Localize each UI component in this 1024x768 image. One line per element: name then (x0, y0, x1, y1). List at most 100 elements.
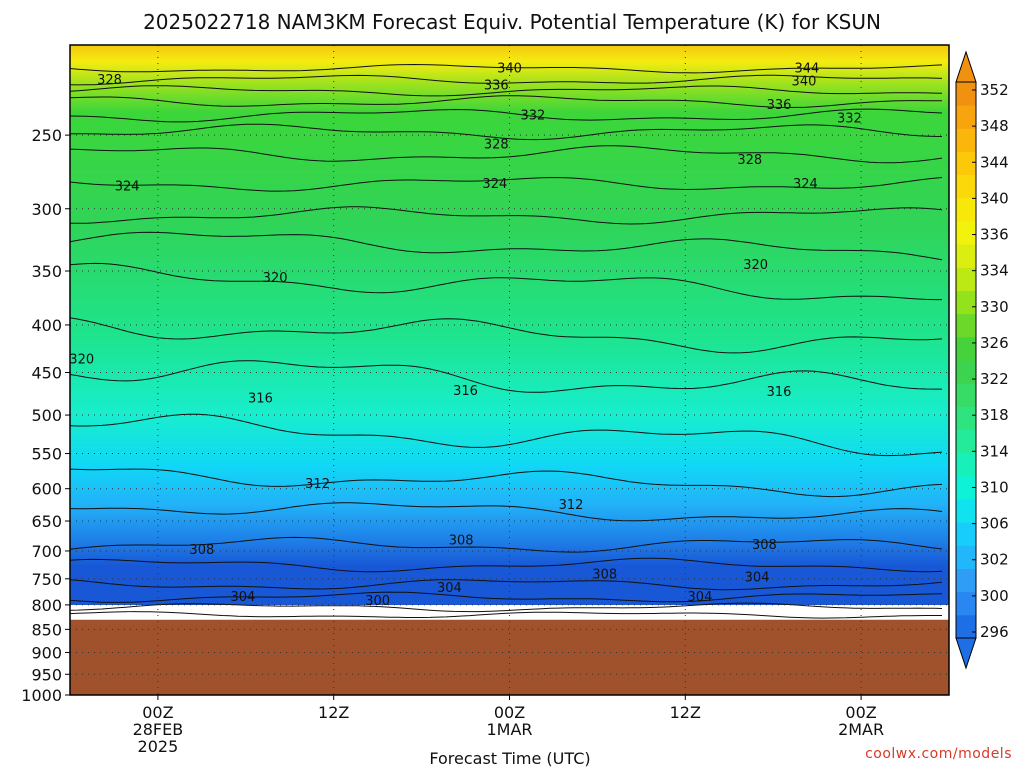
colorbar-label: 310 (980, 478, 1009, 496)
colorbar-segment (956, 452, 976, 477)
colorbar-segment (956, 614, 976, 639)
contour-label: 308 (592, 567, 617, 582)
colorbar: 352 348 344 340 336 334 330 326 322 318 314 310 306 3… (955, 50, 1009, 670)
y-tick-label: 700 (31, 542, 62, 561)
contour-line (70, 317, 943, 354)
contour-label: 340 (792, 75, 817, 90)
contour-label: 332 (521, 108, 546, 123)
contour-line (70, 145, 943, 164)
colorbar-segment (956, 290, 976, 315)
grid-lines (70, 45, 949, 695)
contour-label: 304 (688, 590, 713, 605)
colorbar-segment (956, 105, 976, 129)
contour-label: 316 (767, 385, 792, 400)
contour-label: 308 (449, 533, 474, 548)
contour-label: 324 (482, 177, 507, 192)
contour-line (70, 591, 943, 603)
contour-line (70, 360, 942, 393)
contour-label: 308 (752, 538, 777, 553)
colorbar-label: 340 (980, 189, 1009, 207)
y-tick-label: 600 (31, 480, 62, 499)
colorbar-segment (956, 151, 976, 176)
contour-line (70, 413, 943, 457)
contour-line (70, 231, 943, 261)
colorbar-segment (956, 82, 976, 106)
y-tick-label: 900 (31, 643, 62, 662)
contour-label: 328 (737, 153, 762, 168)
contour-label: 312 (305, 477, 330, 492)
colorbar-arrow-low (955, 637, 977, 670)
contour-line (70, 468, 943, 498)
colorbar-segment (956, 522, 976, 546)
colorbar-label: 326 (980, 334, 1009, 352)
contour-label: 316 (248, 392, 273, 407)
colorbar-segment (956, 360, 976, 384)
contour-line (70, 611, 942, 619)
colorbar-segment (956, 336, 976, 361)
colorbar-label: 322 (980, 370, 1009, 388)
colorbar-label: 352 (980, 81, 1009, 99)
contour-label: 320 (263, 271, 288, 286)
colorbar-label: 302 (980, 551, 1009, 569)
x-tick-label: 00Z (142, 703, 173, 722)
y-tick-label: 750 (31, 570, 62, 589)
contour-label: 320 (69, 353, 94, 368)
contour-label: 340 (497, 62, 522, 77)
colorbar-label: 296 (980, 623, 1009, 641)
contour-line (70, 262, 942, 301)
colorbar-segment (956, 429, 976, 454)
contour-label: 328 (484, 138, 509, 153)
colorbar-label: 314 (980, 442, 1009, 460)
x-tick-label: 12Z (318, 703, 349, 722)
contour-label: 336 (484, 78, 509, 93)
y-tick-label: 500 (31, 406, 62, 425)
colorbar-segment (956, 174, 976, 199)
colorbar-label: 334 (980, 262, 1009, 280)
contour-line (70, 579, 943, 591)
colorbar-segment (956, 244, 976, 268)
colorbar-segment (956, 197, 976, 222)
colorbar-label: 306 (980, 515, 1009, 533)
colorbar-label: 348 (980, 117, 1009, 135)
colorbar-label: 300 (980, 587, 1009, 605)
x-axis-label: Forecast Time (UTC) (429, 749, 590, 768)
y-tick-label: 650 (31, 512, 62, 531)
contour-line (70, 536, 943, 553)
colorbar-segment (956, 568, 976, 593)
contour-line (70, 95, 942, 108)
contour-label: 332 (837, 112, 862, 127)
contour-line (70, 85, 943, 97)
contour-label: 304 (230, 590, 255, 605)
contour-label: 320 (743, 258, 768, 273)
y-axis: 250 300 350 400 450 500 550 600 650 700 750 800 850 9… (21, 126, 70, 705)
y-tick-label: 800 (31, 596, 62, 615)
colorbar-label: 330 (980, 298, 1009, 316)
contour-label: 300 (365, 594, 390, 609)
y-tick-label: 1000 (21, 686, 62, 705)
y-tick-label: 850 (31, 620, 62, 639)
x-tick-label: 00Z (494, 703, 525, 722)
x-tick-label: 1MAR (486, 720, 532, 739)
colorbar-label: 344 (980, 153, 1009, 171)
y-tick-label: 300 (31, 200, 62, 219)
contour-label: 312 (559, 498, 584, 513)
contour-line (70, 177, 943, 192)
y-tick-label: 250 (31, 126, 62, 145)
x-tick-label: 28FEB (133, 720, 184, 739)
contour-label: 316 (453, 384, 478, 399)
contour-label: 328 (97, 73, 122, 88)
contour-line (70, 63, 943, 74)
contour-label: 344 (794, 62, 819, 77)
contour-line (70, 206, 943, 225)
colorbar-segment (956, 128, 976, 152)
contour-line (70, 108, 943, 123)
colorbar-segment (956, 475, 976, 500)
contour-line (70, 502, 943, 522)
contour-label: 304 (745, 571, 770, 586)
x-tick-label: 12Z (670, 703, 701, 722)
chart-title: 2025022718 NAM3KM Forecast Equiv. Potent… (143, 10, 881, 34)
y-tick-label: 550 (31, 445, 62, 464)
colorbar-segment (956, 313, 976, 338)
contour-lines (70, 63, 943, 619)
